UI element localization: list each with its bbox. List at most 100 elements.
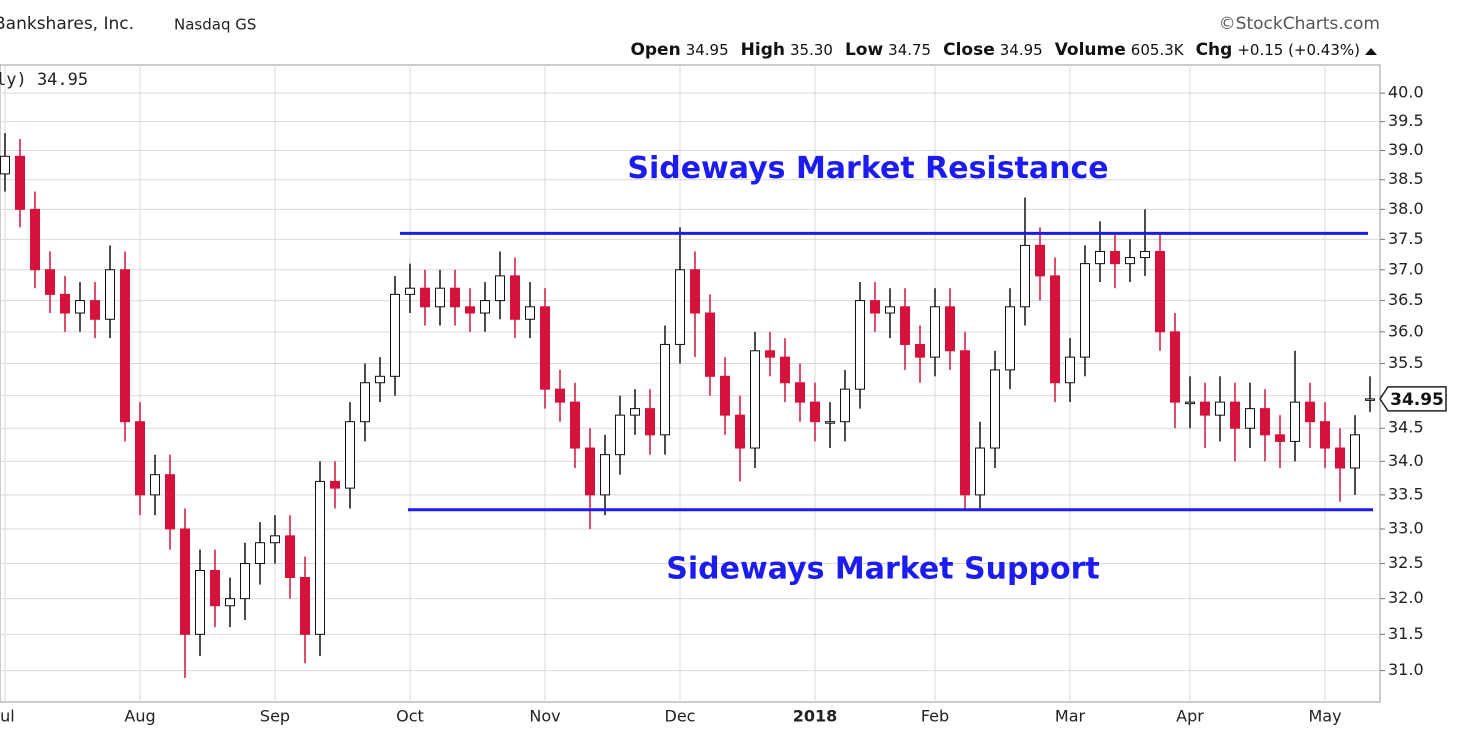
candle-body <box>630 408 640 416</box>
candle-body <box>150 474 160 496</box>
y-tick-label: 33.5 <box>1388 484 1424 503</box>
series-label: ly) 34.95 <box>0 70 88 90</box>
quote-label: High <box>741 40 785 60</box>
candle-body <box>210 570 220 607</box>
level-label: Sideways Market Resistance <box>627 151 1108 186</box>
candle-body <box>75 300 85 314</box>
candle-body <box>990 369 1000 449</box>
candle-body <box>285 535 295 579</box>
candle-body <box>510 275 520 320</box>
candle-body <box>60 293 70 314</box>
candle-body <box>405 287 415 295</box>
y-tick-label: 36.5 <box>1388 290 1424 309</box>
y-tick-label: 32.5 <box>1388 553 1424 572</box>
candle-body <box>225 598 235 607</box>
y-tick-label: 35.5 <box>1388 353 1424 372</box>
candle-body <box>420 287 430 308</box>
y-tick-label: 34.0 <box>1388 451 1424 470</box>
candle-body <box>180 528 190 635</box>
candle-body <box>1365 398 1375 401</box>
candle-body <box>435 287 445 308</box>
change-arrow <box>1365 48 1377 55</box>
candle-body <box>525 306 535 320</box>
candle-body <box>660 343 670 436</box>
candle-body <box>315 480 325 635</box>
candle-body <box>375 375 385 384</box>
y-tick-label: 31.5 <box>1388 624 1424 643</box>
candle-body <box>465 306 475 314</box>
price-tag <box>1379 386 1447 412</box>
y-tick-label: 37.5 <box>1388 229 1424 248</box>
candle-body <box>855 300 865 390</box>
candle-body <box>1230 401 1240 429</box>
x-tick-label: Mar <box>1055 707 1086 726</box>
candle-body <box>705 312 715 377</box>
candle-body <box>480 300 490 314</box>
y-tick-label: 36.0 <box>1388 321 1424 340</box>
candle-body <box>195 570 205 635</box>
candle-body <box>390 293 400 377</box>
candle-body <box>330 480 340 489</box>
candle-body <box>960 350 970 496</box>
candle-body <box>1080 263 1090 358</box>
candle-body <box>1005 306 1015 371</box>
quote-value: 34.95 <box>686 41 729 59</box>
candle-body <box>450 287 460 308</box>
candle-body <box>975 447 985 496</box>
candle-body <box>720 375 730 416</box>
candle-body <box>360 382 370 423</box>
candle-body <box>1020 244 1030 308</box>
source: ©StockCharts.com <box>1219 14 1380 34</box>
candle-body <box>825 421 835 424</box>
candle-body <box>1185 401 1195 405</box>
x-tick-label: Sep <box>260 707 290 726</box>
quote-value: 34.95 <box>1000 41 1043 59</box>
candle-body <box>1110 250 1120 265</box>
candle-body <box>255 542 265 565</box>
candle-body <box>1245 408 1255 429</box>
candle-body <box>1350 434 1360 469</box>
candle-body <box>555 388 565 403</box>
candle-body <box>135 421 145 496</box>
quote-value: 34.75 <box>888 41 931 59</box>
candle-body <box>45 269 55 295</box>
x-tick-label: Aug <box>124 707 155 726</box>
candle-body <box>1155 250 1165 333</box>
candle-body <box>885 306 895 314</box>
candle-body <box>270 535 280 544</box>
candle-body <box>1335 447 1345 469</box>
quote-label: Open <box>630 40 680 60</box>
candle-body <box>765 350 775 358</box>
candle-body <box>1320 421 1330 449</box>
level-label: Sideways Market Support <box>666 551 1099 586</box>
candle-body <box>675 269 685 345</box>
candle-body <box>0 155 10 175</box>
candle-body <box>735 414 745 449</box>
chart-title: Bankshares, Inc. <box>0 14 134 34</box>
quote-label: Volume <box>1055 40 1126 60</box>
candle-body <box>795 382 805 403</box>
x-tick-label: 2018 <box>793 707 838 726</box>
x-tick-label: Dec <box>665 707 696 726</box>
x-tick-label: Apr <box>1176 707 1204 726</box>
candle-body <box>570 401 580 449</box>
y-tick-label: 39.0 <box>1388 140 1424 159</box>
y-tick-label: 39.5 <box>1388 111 1424 130</box>
candle-body <box>1170 331 1180 403</box>
candle-body <box>165 474 175 530</box>
y-tick-label: 31.0 <box>1388 660 1424 679</box>
candle-body <box>1050 275 1060 384</box>
quote-bar: Open 34.95 High 35.30 Low 34.75 Close 34.95 Volu… <box>630 40 1360 60</box>
candle-body <box>240 563 250 600</box>
candle-body <box>1260 408 1270 436</box>
candle-body <box>90 300 100 320</box>
x-tick-label: Feb <box>921 707 949 726</box>
y-tick-label: 34.5 <box>1388 418 1424 437</box>
y-tick-label: 33.0 <box>1388 518 1424 537</box>
candle-body <box>1215 401 1225 416</box>
quote-value: 605.3K <box>1131 41 1185 59</box>
candle-body <box>780 356 790 384</box>
candle-body <box>1305 401 1315 423</box>
